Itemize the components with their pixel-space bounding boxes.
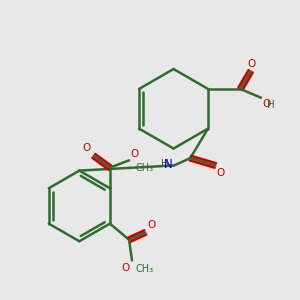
Text: O: O — [130, 149, 138, 159]
Text: O: O — [217, 168, 225, 178]
Text: O: O — [148, 220, 156, 230]
Text: H: H — [161, 159, 169, 169]
Text: H: H — [268, 100, 275, 110]
Text: CH₃: CH₃ — [136, 264, 154, 274]
Text: O: O — [248, 59, 256, 69]
Text: O: O — [262, 99, 271, 109]
Text: O: O — [122, 263, 130, 273]
Text: CH₃: CH₃ — [136, 163, 154, 173]
Text: N: N — [164, 158, 172, 171]
Text: O: O — [82, 143, 91, 153]
